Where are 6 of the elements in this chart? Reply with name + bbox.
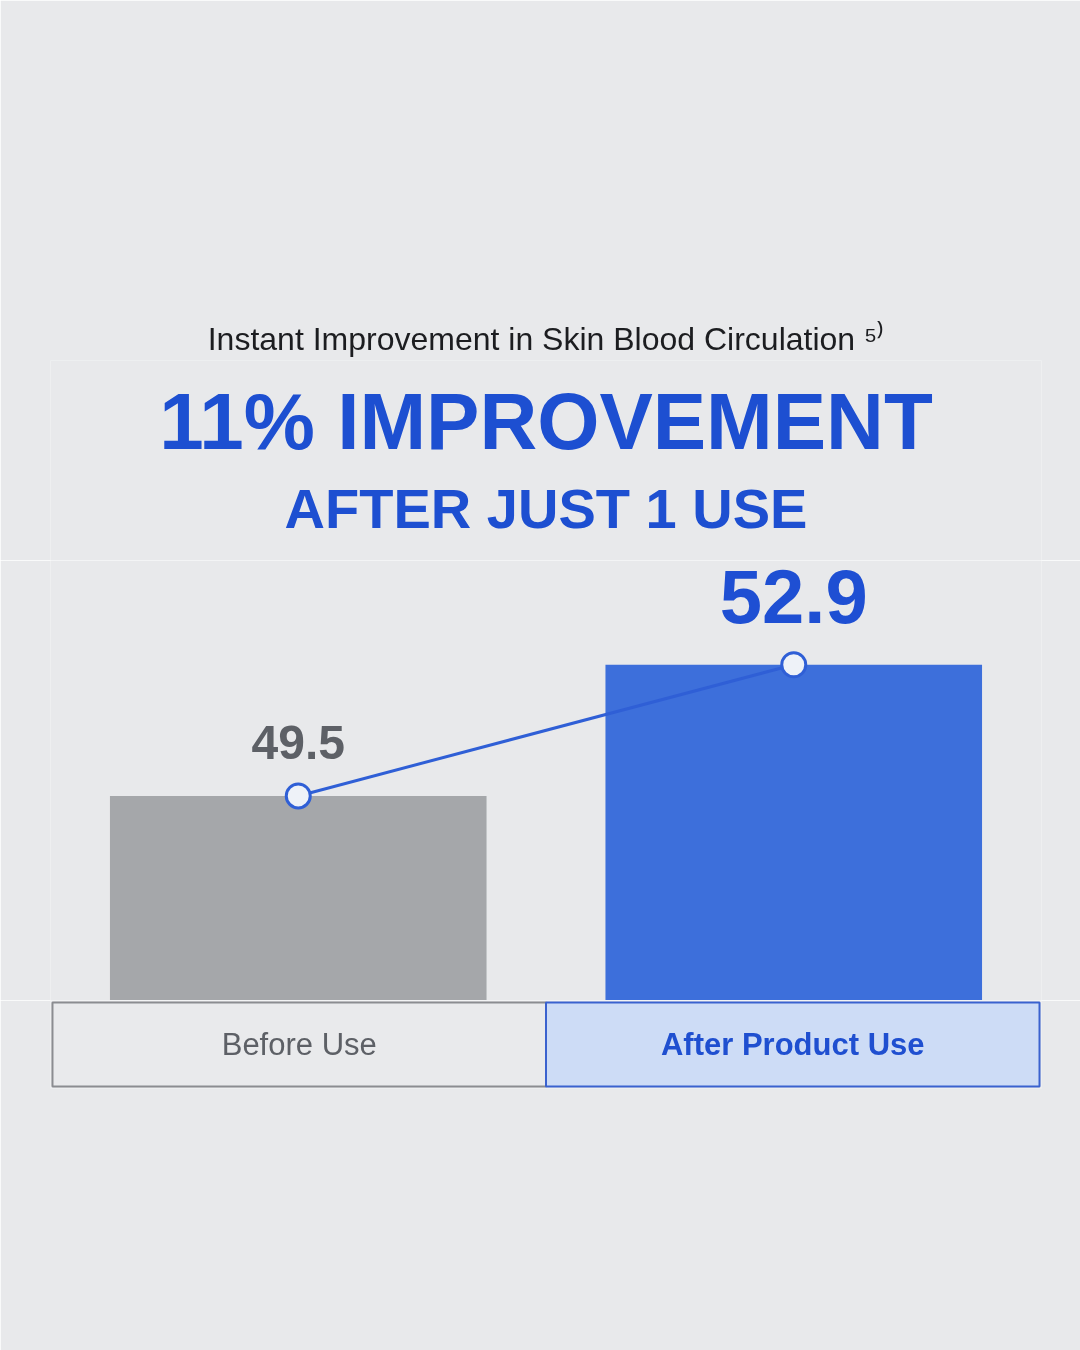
x-tick-label: After Product Use (660, 1027, 925, 1062)
chart-title: Instant Improvement in Skin Blood Circulation ⁵⁾ (207, 319, 885, 357)
data-label: 52.9 (719, 554, 868, 640)
x-tick-label: Before Use (221, 1027, 377, 1062)
chart-subtitle: 11% IMPROVEMENT AFTER JUST 1 USE (159, 377, 933, 540)
data-label: 49.5 (251, 716, 345, 770)
